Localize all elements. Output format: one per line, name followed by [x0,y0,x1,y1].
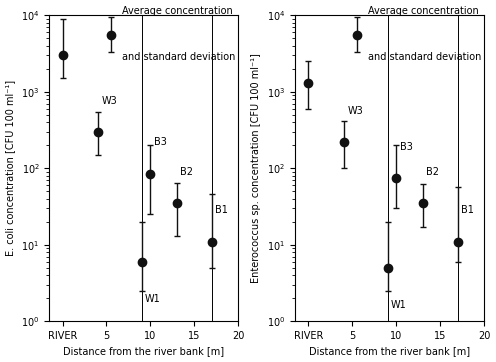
Y-axis label: Enterococcus sp. concentration [CFU 100 ml⁻¹]: Enterococcus sp. concentration [CFU 100 … [251,53,261,283]
Text: B1: B1 [215,205,228,215]
X-axis label: Distance from the river bank [m]: Distance from the river bank [m] [63,346,224,357]
Text: B1: B1 [461,205,474,215]
Text: W3: W3 [102,96,118,106]
Text: B3: B3 [154,138,167,147]
Text: Average concentration: Average concentration [368,5,479,16]
Text: and standard deviation: and standard deviation [368,52,482,62]
X-axis label: Distance from the river bank [m]: Distance from the river bank [m] [309,346,470,357]
Text: Average concentration: Average concentration [123,5,233,16]
Text: W3: W3 [348,106,364,116]
Text: W1: W1 [391,300,407,310]
Text: and standard deviation: and standard deviation [123,52,236,62]
Text: B2: B2 [426,167,439,177]
Text: W1: W1 [145,294,161,304]
Text: B2: B2 [181,167,193,177]
Text: B3: B3 [400,142,413,152]
Y-axis label: E. coli concentration [CFU 100 ml⁻¹]: E. coli concentration [CFU 100 ml⁻¹] [5,80,15,256]
